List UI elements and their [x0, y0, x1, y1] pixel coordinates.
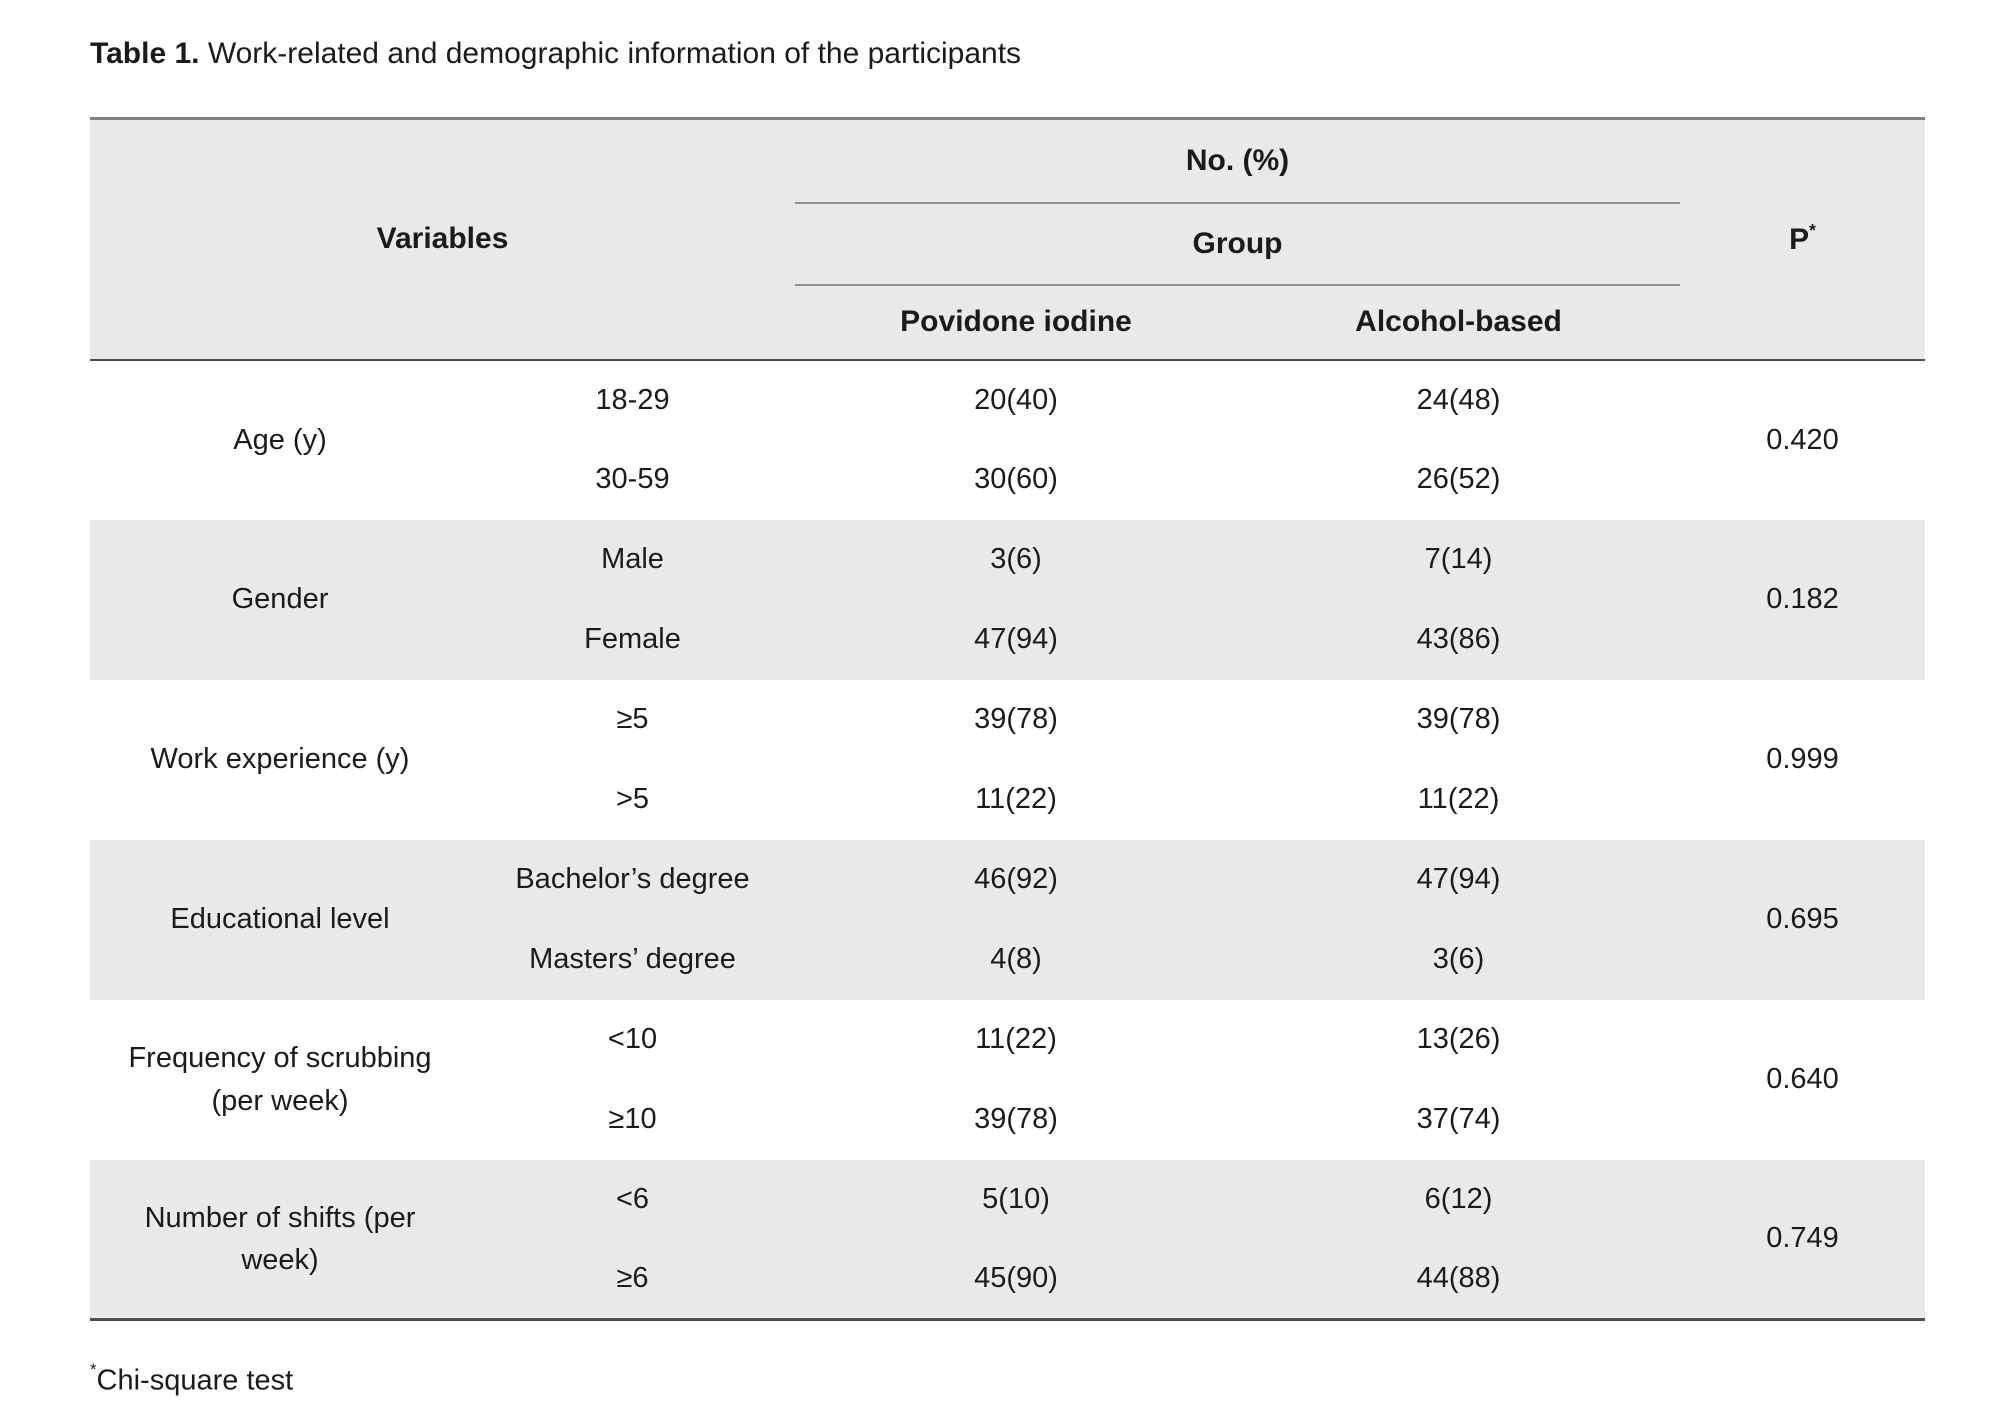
table-row: >5 11(22) 11(22)	[90, 760, 1925, 840]
p-value: 0.182	[1680, 519, 1926, 680]
p-value: 0.640	[1766, 1063, 1839, 1095]
alcohol-value: 6(12)	[1237, 1159, 1681, 1240]
category: ≥6	[470, 1239, 796, 1320]
povidone-value: 45(90)	[795, 1239, 1238, 1320]
row-group-number-of-shifts: Number of shifts (per week) <6 5(10) 6(1…	[90, 1159, 1926, 1320]
alcohol-value: 24(48)	[1416, 383, 1501, 416]
alcohol-value: 11(22)	[1417, 783, 1500, 815]
p-value: 0.420	[1766, 423, 1839, 456]
variable-name: Number of shifts (per week)	[90, 1159, 470, 1320]
table-row: Masters’ degree 4(8) 3(6)	[90, 919, 1925, 1000]
category: Male	[470, 519, 796, 600]
variable-name: Educational level	[90, 839, 470, 1000]
table-header: Variables No. (%) P* Group Povidone iodi…	[90, 118, 1926, 361]
category: <6	[470, 1159, 796, 1240]
header-row-3: Povidone iodine Alcohol-based	[90, 284, 1925, 361]
demographics-table: Variables No. (%) P* Group Povidone iodi…	[90, 117, 1926, 1321]
header-row-1: Variables No. (%) P*	[90, 118, 1926, 361]
povidone-value: 47(94)	[795, 599, 1238, 680]
p-value: 0.695	[1680, 839, 1926, 1000]
alcohol-value: 13(26)	[1416, 1023, 1501, 1055]
alcohol-value: 43(86)	[1237, 599, 1681, 680]
table-caption-text: Work-related and demographic information…	[207, 37, 1022, 70]
p-value: 0.749	[1680, 1159, 1926, 1320]
category: Bachelor’s degree	[470, 839, 796, 920]
table-caption-label: Table 1.	[90, 37, 200, 70]
footnote-asterisk: *	[90, 1360, 97, 1379]
header-row-2: Group	[90, 202, 1925, 286]
table-row: 30-59 30(60) 26(52)	[90, 440, 1925, 520]
footnote-text: Chi-square test	[96, 1364, 294, 1397]
alcohol-value: 7(14)	[1237, 519, 1681, 600]
header-povidone-iodine: Povidone iodine	[795, 284, 1238, 361]
table-row: Work experience (y) ≥5 39(78) 39(78) 0.9…	[90, 680, 1925, 775]
header-p: P*	[1680, 118, 1926, 361]
variable-name: Frequency of scrubbing (per week)	[128, 1042, 432, 1117]
alcohol-value: 47(94)	[1237, 839, 1681, 920]
povidone-value: 4(8)	[795, 919, 1238, 1000]
header-p-label: P	[1789, 222, 1810, 256]
table-row: ≥10 39(78) 37(74)	[90, 1080, 1925, 1160]
table-row: Frequency of scrubbing (per week) <10 11…	[90, 1000, 1925, 1117]
header-p-asterisk: *	[1809, 219, 1816, 240]
row-group-work-experience: Work experience (y) ≥5 39(78) 39(78) 0.9…	[90, 680, 1925, 840]
table-row: ≥6 45(90) 44(88)	[90, 1239, 1925, 1320]
alcohol-value: 26(52)	[1416, 463, 1501, 495]
povidone-value: 3(6)	[795, 519, 1238, 600]
table-row: Age (y) 18-29 20(40) 24(48) 0.420	[90, 360, 1925, 456]
row-group-frequency-of-scrubbing: Frequency of scrubbing (per week) <10 11…	[90, 1000, 1925, 1160]
header-variables: Variables	[90, 118, 796, 361]
table-row: Educational level Bachelor’s degree 46(9…	[90, 839, 1926, 1000]
povidone-value: 30(60)	[974, 463, 1058, 495]
row-group-gender: Gender Male 3(6) 7(14) 0.182 Female 47(9…	[90, 519, 1926, 680]
category: <10	[607, 1023, 658, 1055]
povidone-value: 11(22)	[975, 783, 1057, 815]
category: Female	[470, 599, 796, 680]
alcohol-value: 3(6)	[1237, 919, 1681, 1000]
povidone-value: 46(92)	[795, 839, 1238, 920]
p-value: 0.999	[1766, 743, 1839, 775]
footnote: *Chi-square test	[90, 1355, 1925, 1400]
alcohol-value: 44(88)	[1237, 1239, 1681, 1320]
header-alcohol-based: Alcohol-based	[1237, 284, 1681, 361]
table-row: Number of shifts (per week) <6 5(10) 6(1…	[90, 1159, 1926, 1320]
variable-name: Gender	[90, 519, 470, 680]
alcohol-value: 39(78)	[1416, 703, 1501, 735]
category: 30-59	[595, 463, 670, 495]
category: ≥5	[616, 703, 649, 735]
alcohol-value: 37(74)	[1416, 1103, 1501, 1135]
table-row: Female 47(94) 43(86)	[90, 599, 1925, 680]
row-group-educational-level: Educational level Bachelor’s degree 46(9…	[90, 839, 1926, 1000]
variable-name: Age (y)	[233, 423, 327, 456]
table-caption: Table 1. Work-related and demographic in…	[90, 36, 1925, 72]
variable-name: Work experience (y)	[150, 743, 410, 776]
povidone-value: 20(40)	[974, 383, 1058, 416]
category: >5	[615, 783, 650, 815]
row-group-age: Age (y) 18-29 20(40) 24(48) 0.420 30-59 …	[90, 360, 1925, 520]
povidone-value: 5(10)	[795, 1159, 1238, 1240]
povidone-value: 39(78)	[974, 1103, 1058, 1135]
category: ≥10	[608, 1103, 657, 1135]
povidone-value: 11(22)	[975, 1023, 1057, 1055]
header-group: Group	[795, 202, 1681, 286]
header-no-pct: No. (%)	[795, 118, 1681, 204]
category: 18-29	[595, 383, 670, 416]
category: Masters’ degree	[470, 919, 796, 1000]
table-row: Gender Male 3(6) 7(14) 0.182	[90, 519, 1926, 680]
povidone-value: 39(78)	[974, 703, 1058, 735]
